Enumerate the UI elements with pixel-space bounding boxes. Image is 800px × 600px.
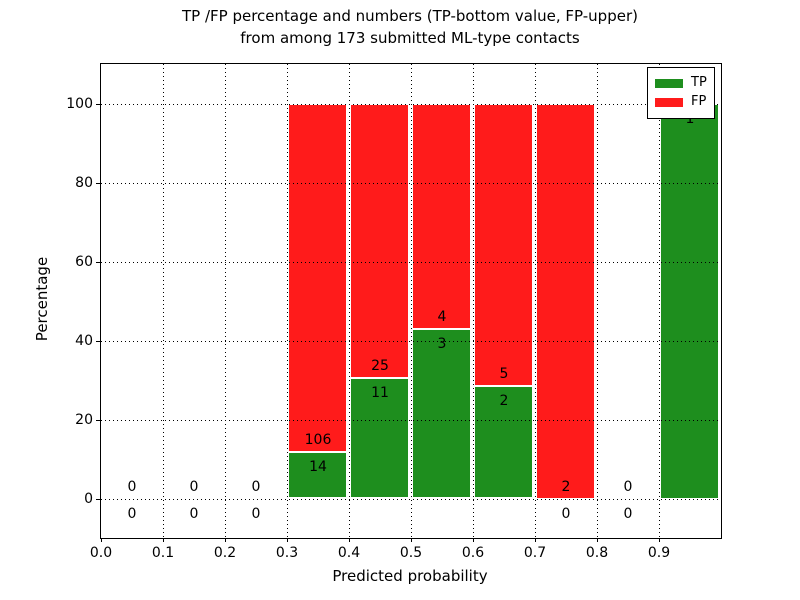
x-tick-label: 0.5 xyxy=(399,545,423,561)
bar-count-label-tp: 0 xyxy=(189,505,199,522)
bar-count-label-tp: 2 xyxy=(499,392,509,409)
x-gridline xyxy=(659,64,660,538)
y-tick xyxy=(96,498,100,500)
tp-legend-swatch xyxy=(655,78,683,88)
x-tick xyxy=(535,538,536,542)
x-tick xyxy=(287,538,288,542)
bar-segment-fp xyxy=(412,103,471,330)
x-tick xyxy=(163,538,164,542)
y-tick xyxy=(96,419,100,421)
y-tick xyxy=(96,340,100,342)
x-axis-label: Predicted probability xyxy=(332,567,488,585)
bar-count-label-tp: 0 xyxy=(561,505,571,522)
bar-count-label-fp: 0 xyxy=(251,478,261,495)
x-gridline xyxy=(163,64,164,538)
x-tick-label: 0.0 xyxy=(89,545,113,561)
bar-segment-tp xyxy=(288,452,347,499)
fp-legend-swatch xyxy=(655,97,683,107)
x-tick-label: 0.8 xyxy=(585,545,609,561)
bar-count-label-fp: 4 xyxy=(437,309,447,326)
x-tick-label: 0.7 xyxy=(523,545,547,561)
bar-count-label-tp: 14 xyxy=(309,459,327,476)
bar-count-label-fp: 0 xyxy=(189,478,199,495)
x-tick xyxy=(659,538,660,542)
x-tick xyxy=(597,538,598,542)
bar-segment-fp xyxy=(474,103,533,386)
y-axis-label: Percentage xyxy=(33,256,51,342)
bar-segment-fp xyxy=(350,103,409,378)
bar-count-label-fp: 2 xyxy=(561,478,571,495)
x-tick-label: 0.6 xyxy=(461,545,485,561)
fp-legend-label: FP xyxy=(691,94,707,109)
x-gridline xyxy=(535,64,536,538)
tp-legend-label: TP xyxy=(691,75,707,90)
legend-item-fp: FP xyxy=(655,94,714,110)
bar-count-label-tp: 3 xyxy=(437,336,447,353)
x-gridline xyxy=(349,64,350,538)
y-tick-label: 80 xyxy=(75,174,93,191)
chart-title-line2: from among 173 submitted ML-type contact… xyxy=(240,29,580,47)
x-tick xyxy=(411,538,412,542)
x-tick-label: 0.4 xyxy=(337,545,361,561)
bar-count-label-tp: 0 xyxy=(127,505,137,522)
x-gridline xyxy=(287,64,288,538)
x-gridline xyxy=(597,64,598,538)
bar-count-label-fp: 0 xyxy=(127,478,137,495)
x-tick xyxy=(101,538,102,542)
x-gridline xyxy=(411,64,412,538)
bar-count-label-tp: 0 xyxy=(623,505,633,522)
x-gridline xyxy=(473,64,474,538)
x-tick-label: 0.2 xyxy=(213,545,237,561)
bar-segment-fp xyxy=(288,103,347,453)
x-gridline xyxy=(225,64,226,538)
y-tick-label: 20 xyxy=(75,411,93,428)
x-tick xyxy=(225,538,226,542)
y-tick xyxy=(96,103,100,105)
bar-count-label-fp: 106 xyxy=(304,432,332,449)
y-tick-label: 0 xyxy=(84,490,93,507)
legend-item-tp: TP xyxy=(655,75,714,91)
bar-segment-tp xyxy=(412,329,471,499)
legend: TP FP xyxy=(647,67,715,119)
bar-segment-tp xyxy=(350,377,409,499)
y-tick xyxy=(96,182,100,184)
y-tick xyxy=(96,261,100,263)
bar-segment-tp xyxy=(660,103,719,499)
x-tick-label: 0.1 xyxy=(151,545,175,561)
bar-count-label-fp: 5 xyxy=(499,365,509,382)
x-tick-label: 0.3 xyxy=(275,545,299,561)
y-tick-label: 40 xyxy=(75,332,93,349)
bar-count-label-fp: 25 xyxy=(371,357,389,374)
bar-segment-fp xyxy=(536,103,595,499)
bar-count-label-tp: 11 xyxy=(371,384,389,401)
plot-area: TP FP 00000010614251143522000010.00.10.2… xyxy=(66,63,722,561)
chart-title-line1: TP /FP percentage and numbers (TP-bottom… xyxy=(182,7,638,25)
x-tick xyxy=(473,538,474,542)
y-tick-label: 100 xyxy=(66,95,93,112)
y-tick-label: 60 xyxy=(75,253,93,270)
chart-title: TP /FP percentage and numbers (TP-bottom… xyxy=(100,5,720,49)
x-tick xyxy=(349,538,350,542)
bar-count-label-fp: 0 xyxy=(623,478,633,495)
x-tick-label: 0.9 xyxy=(647,545,671,561)
bar-count-label-tp: 0 xyxy=(251,505,261,522)
bar-segment-tp xyxy=(474,385,533,499)
